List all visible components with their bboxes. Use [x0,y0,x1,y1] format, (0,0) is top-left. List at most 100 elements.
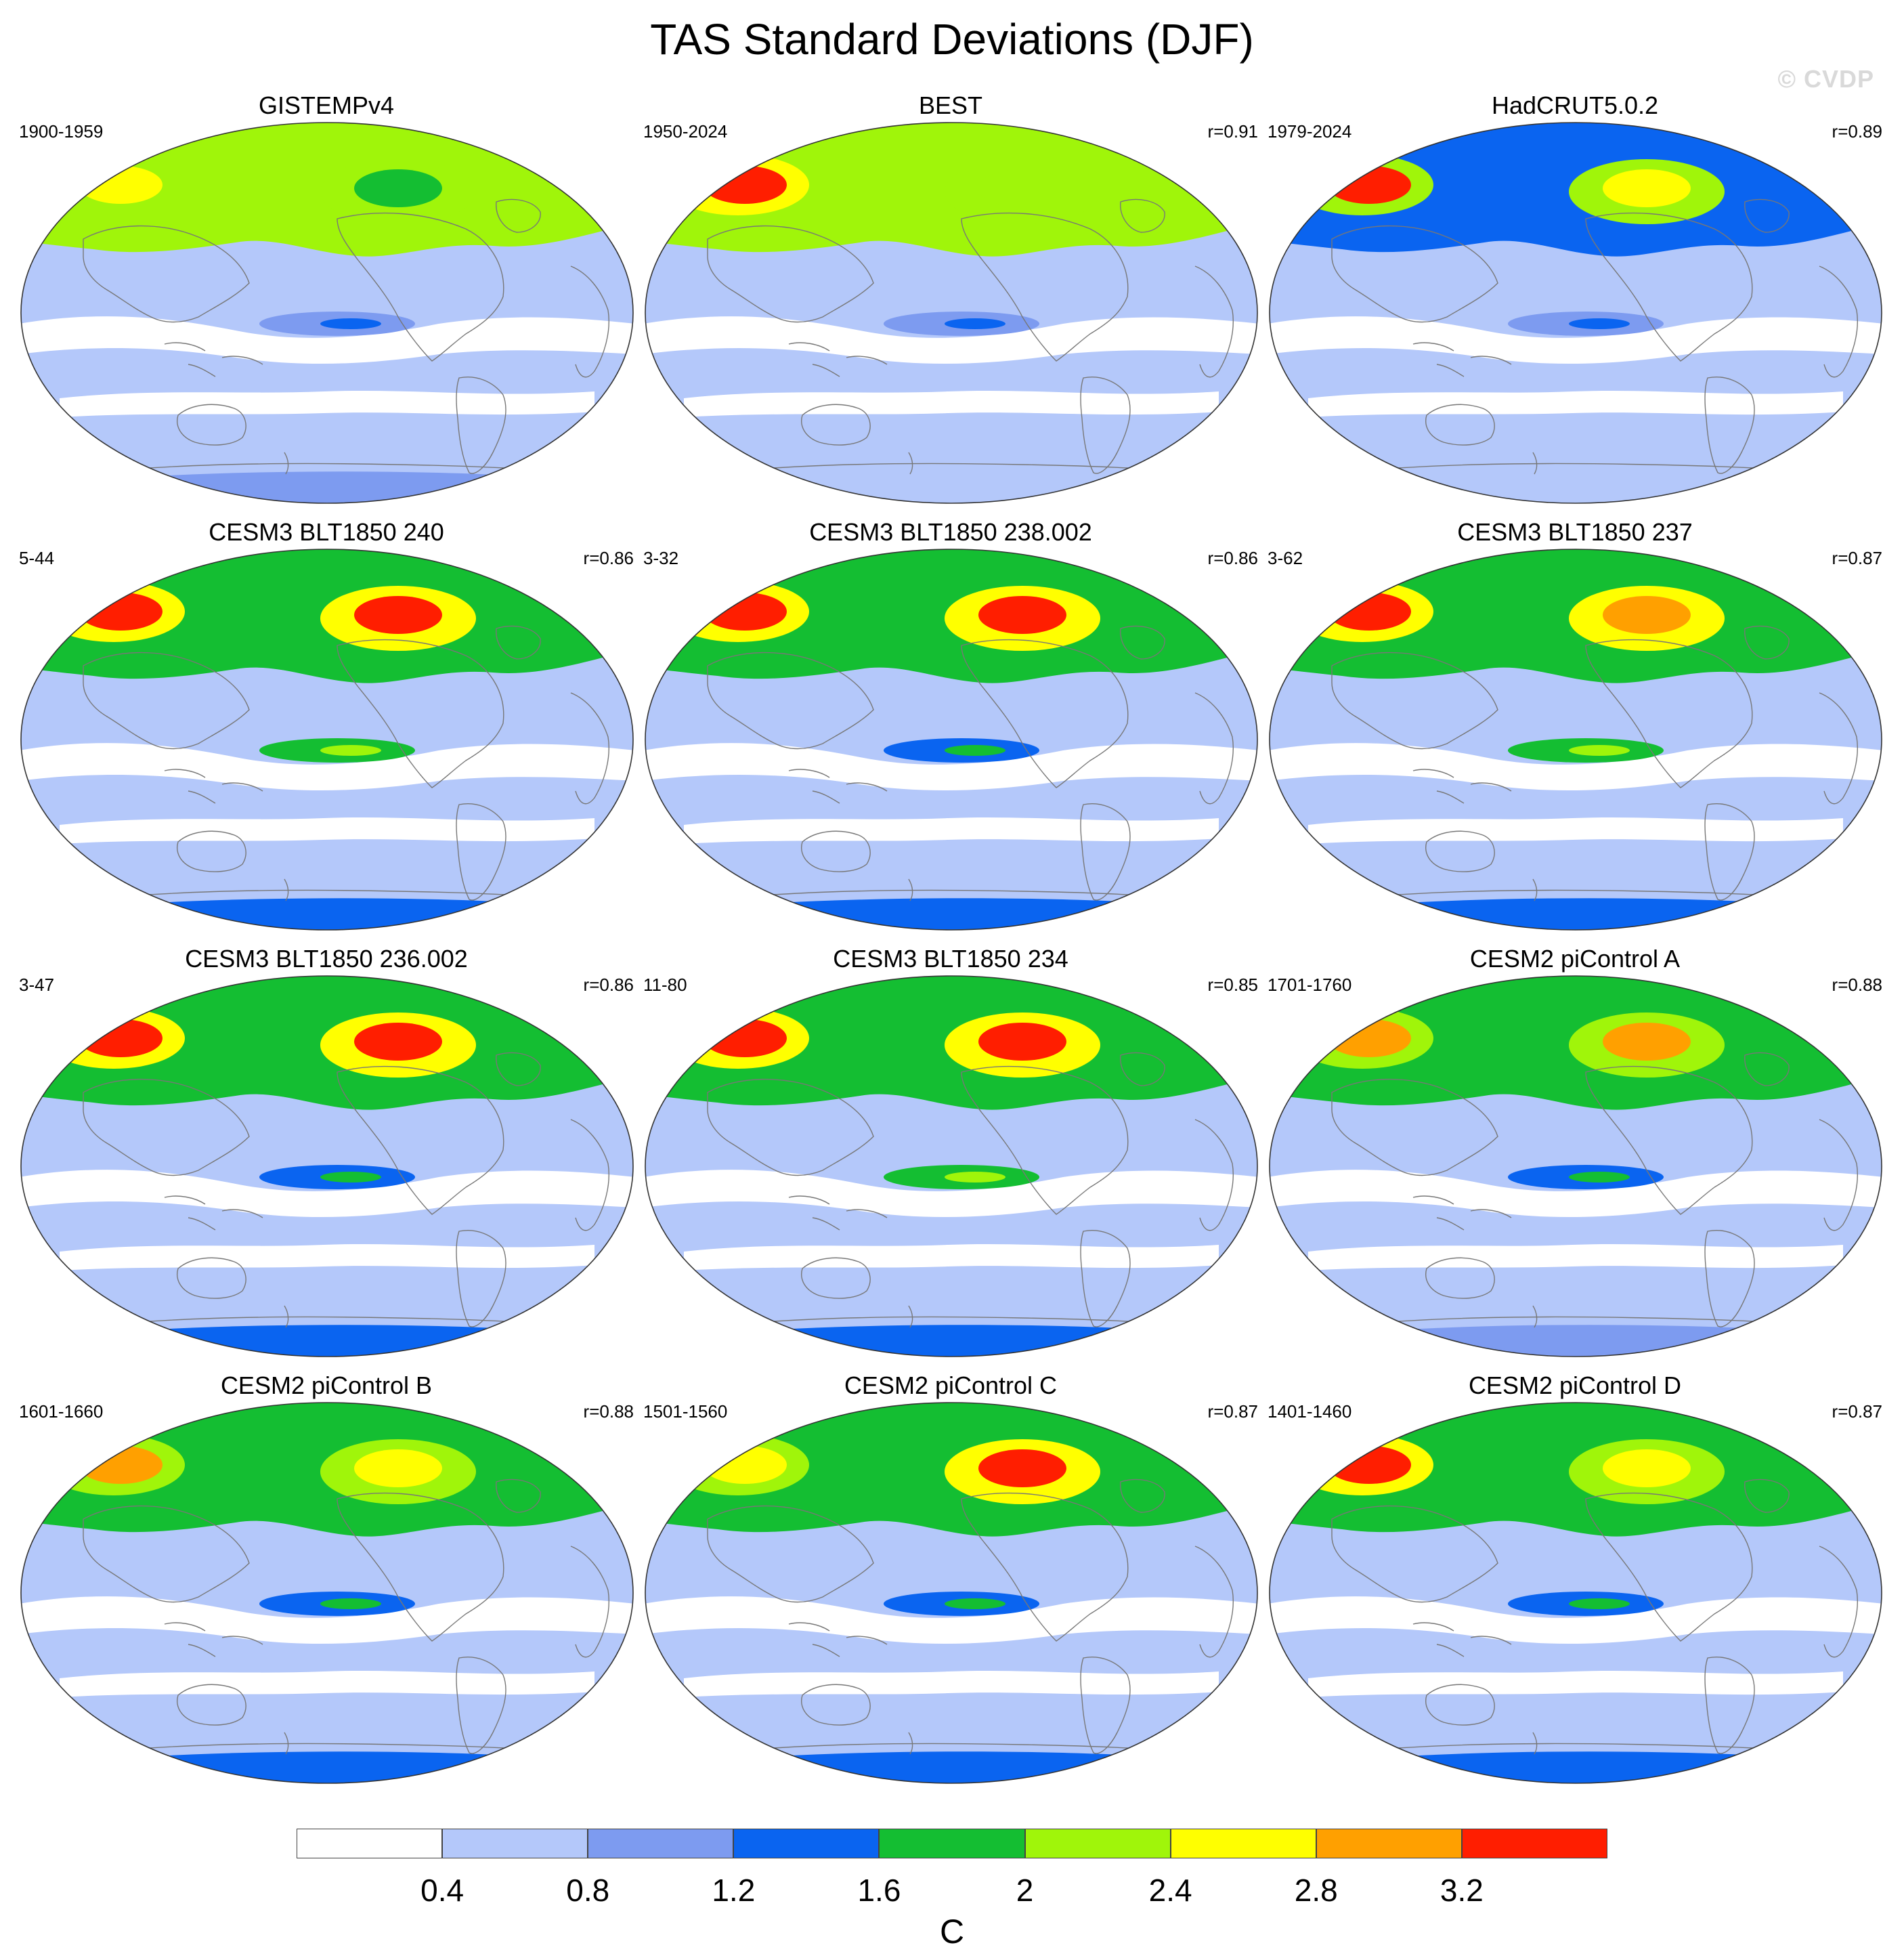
eurasia-peak-variability [79,166,163,204]
antarctic-variability-region [21,1325,633,1357]
enso-core [1569,745,1630,756]
map-outline [1269,975,1882,1357]
map-outline [645,975,1258,1357]
panel-period: 1601-1660 [19,1401,104,1422]
map-svg [20,975,634,1357]
north-america-peak-variability [1603,169,1691,207]
colorbar-label: 3.2 [1440,1873,1484,1908]
coastline [164,342,263,377]
eurasia-peak-variability [79,593,163,631]
coastline [570,265,609,378]
eurasia-peak-variability [1327,166,1411,204]
panel-period: 1401-1460 [1268,1401,1352,1422]
panel-period: 1501-1560 [643,1401,728,1422]
panel-correlation: r=0.86 [583,548,634,568]
north-america-peak-variability [354,169,442,207]
panel-correlation: r=0.91 [1207,121,1258,142]
map-panel: CESM3 BLT1850 234 11-80 r=0.85 [634,944,1268,1364]
robinson-map [19,1401,635,1785]
robinson-map [1268,547,1884,932]
enso-core [945,1598,1005,1609]
map-panel: BEST 1950-2024 r=0.91 [634,91,1268,511]
enso-core [320,745,381,756]
map-outline [20,122,634,504]
southern-low-band [1308,1243,1843,1271]
antarctic-variability-region [645,1751,1257,1783]
colorbar-label: 2.8 [1294,1873,1338,1908]
north-america-peak-variability [978,1023,1066,1061]
coastline [1819,265,1858,378]
map-fill-layer [645,549,1257,930]
coastline [1412,1195,1512,1231]
tropical-low-band [1270,743,1882,791]
eurasia-peak-variability [79,1446,163,1484]
coastline [788,1622,888,1657]
coastline [1412,769,1512,804]
figure-title: TAS Standard Deviations (DJF) [650,15,1254,64]
map-outline [1269,549,1882,931]
coastline [177,1257,246,1299]
antarctic-variability-region [21,898,633,930]
enso-core [945,1172,1005,1183]
panel-title: GISTEMPv4 [258,91,395,119]
colorbar-box [1316,1829,1462,1858]
map-fill-layer [1270,976,1882,1357]
antarctic-variability-region [1270,1325,1882,1357]
coastline [1412,1622,1512,1657]
panel-correlation: r=0.89 [1832,121,1882,142]
coastline [1425,1684,1495,1726]
coastline [83,225,250,323]
panel-title: CESM2 piControl B [220,1371,433,1399]
panel-correlation: r=0.86 [583,975,634,995]
colorbar-box [1024,1829,1171,1858]
antarctic-variability-region [645,898,1257,930]
coastline [177,830,246,872]
panel-period: 3-47 [19,975,55,995]
panel-title: CESM3 BLT1850 238.002 [809,518,1092,546]
robinson-map [1268,974,1884,1359]
colorbar-units: C [939,1913,965,1951]
robinson-map [1268,1401,1884,1785]
southern-low-band [684,1670,1219,1697]
panel-period: 3-62 [1268,548,1303,568]
coastline [1331,1505,1498,1603]
map-panel: GISTEMPv4 1900-1959 [9,91,643,511]
panel-period: 3-32 [643,548,679,568]
colorbar-box [879,1829,1025,1858]
map-outline [645,549,1258,931]
antarctic-variability-region [645,471,1257,503]
map-outline [1269,1402,1882,1784]
map-fill-layer [645,1403,1257,1783]
southern-low-band [60,1243,594,1271]
enso-core [945,745,1005,756]
panel-title: CESM2 piControl D [1468,1371,1682,1399]
panel-title: CESM2 piControl C [844,1371,1058,1399]
map-outline [645,122,1258,504]
southern-low-band [1308,817,1843,844]
southern-low-band [1308,1670,1843,1697]
southern-low-band [684,1243,1219,1271]
enso-core [1569,318,1630,329]
colorbar-label: 1.2 [712,1873,756,1908]
colorbar [297,1829,1607,1858]
eurasia-peak-variability [1327,1019,1411,1057]
coastline [1194,265,1234,378]
coastline [1819,1546,1858,1658]
panel-correlation: r=0.86 [1207,548,1258,568]
map-svg [645,122,1258,504]
panel-period: 5-44 [19,548,55,568]
coastline [1120,625,1165,660]
map-panel: CESM2 piControl C 1501-1560 r=0.87 [634,1371,1268,1791]
panel-period: 11-80 [643,975,687,995]
panel-period: 1979-2024 [1268,121,1352,142]
coastline [1585,1065,1753,1215]
coastline [788,769,888,804]
north-america-peak-variability [1603,596,1691,634]
north-america-peak-variability [1603,1023,1691,1061]
map-svg [1269,1402,1882,1784]
coastline [1120,1052,1165,1086]
coastline [1194,1546,1234,1658]
map-svg [20,1402,634,1784]
eurasia-peak-variability [703,593,787,631]
antarctic-variability-region [1270,898,1882,930]
